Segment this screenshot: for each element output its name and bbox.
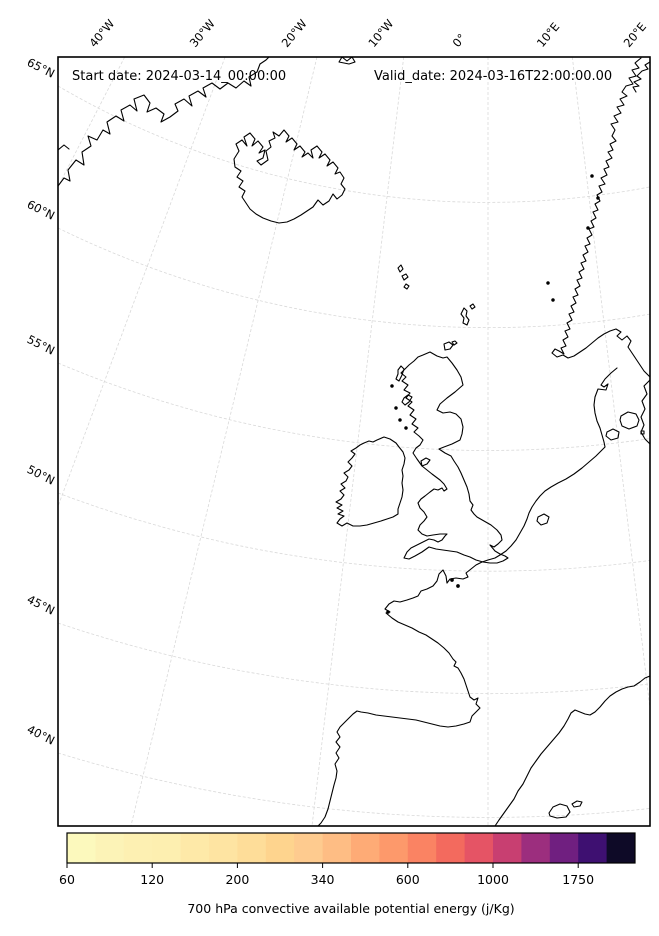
colorbar-segment [407, 833, 437, 863]
longitude-label: 30°W [187, 17, 218, 50]
latitude-label: 60°N [25, 197, 57, 223]
colorbar-tick-label: 120 [140, 872, 164, 887]
colorbar-segment [606, 833, 636, 863]
colorbar-segment [152, 833, 182, 863]
colorbar-tick-label: 600 [396, 872, 420, 887]
coastline-continental-europe [317, 367, 618, 826]
colorbar-segment [464, 833, 494, 863]
coastline-lofoten [632, 61, 650, 93]
coastline-norway [551, 57, 650, 378]
colorbar-segment [180, 833, 210, 863]
colorbar-segment [493, 833, 522, 863]
latitude-label: 50°N [25, 462, 57, 488]
colorbar-segment [209, 833, 238, 863]
coastline-denmark-islands [605, 411, 645, 441]
longitude-label: 20°W [279, 17, 310, 50]
coastline-orkney [443, 340, 458, 351]
colorbar-segment [237, 833, 267, 863]
coastline-mediterranean [494, 675, 650, 826]
coastline-jan-mayen [338, 57, 356, 65]
coastline-ijsselmeer [536, 513, 550, 526]
longitude-label: 10°W [365, 17, 396, 50]
coastline-ireland [335, 436, 406, 527]
coastline-balearics [548, 800, 583, 819]
longitude-label: 0° [450, 31, 469, 50]
colorbar-tick-label: 340 [311, 872, 335, 887]
colorbar-segment [294, 833, 324, 863]
coastline-shetland [460, 303, 476, 326]
coastline-great-britain [400, 351, 509, 564]
valid-date-annotation: Valid_date: 2024-03-16T22:00:00.00 [374, 69, 612, 84]
colorbar-segment [123, 833, 153, 863]
latitude-tick-labels: 65°N 60°N 55°N 50°N 45°N 40°N [25, 55, 57, 748]
latitude-label: 45°N [25, 592, 57, 618]
coastline-greenland [58, 57, 270, 187]
map-frame [57, 56, 651, 827]
colorbar-frame [66, 832, 636, 864]
colorbar [67, 833, 636, 863]
colorbar-segment [95, 833, 125, 863]
latitude-label: 65°N [25, 55, 57, 81]
colorbar-segment [521, 833, 551, 863]
colorbar-tick-label: 1750 [562, 872, 594, 887]
colorbar-segment [265, 833, 295, 863]
longitude-label: 10°E [534, 20, 563, 50]
coastline-iceland [233, 129, 346, 224]
coastline-sweden-west [640, 379, 650, 445]
latitude-label: 40°N [25, 722, 57, 748]
channel-islands [386, 578, 460, 614]
colorbar-tick-label: 200 [225, 872, 249, 887]
colorbar-segment [578, 833, 608, 863]
colorbar-segment [322, 833, 352, 863]
start-date-annotation: Start date: 2024-03-14_00:00:00 [72, 69, 286, 84]
coastline-faroe-islands [397, 264, 410, 290]
coastlines-layer [58, 57, 650, 826]
colorbar-segment [67, 833, 96, 863]
longitude-tick-labels: 40°W 30°W 20°W 10°W 0° 10°E 20°E [86, 17, 649, 50]
colorbar-tick-label: 1000 [477, 872, 509, 887]
norway-offshore-islets [546, 174, 600, 302]
colorbar-label: 700 hPa convective available potential e… [187, 901, 514, 916]
colorbar-segment [379, 833, 409, 863]
coastline-hebrides [395, 365, 413, 406]
graticule-grid [58, 57, 650, 826]
coastline-isle-of-man [420, 457, 431, 467]
longitude-label: 20°E [621, 20, 650, 50]
colorbar-segment [436, 833, 466, 863]
longitude-label: 40°W [86, 17, 117, 50]
hebrides-islets [390, 384, 408, 430]
colorbar-segment [351, 833, 380, 863]
colorbar-segment [549, 833, 579, 863]
latitude-label: 55°N [25, 332, 57, 358]
colorbar-tick-label: 60 [59, 872, 75, 887]
coastline-greenland-fragment [58, 144, 70, 151]
colorbar-ticks: 60 120 200 340 600 1000 1750 [59, 863, 594, 887]
